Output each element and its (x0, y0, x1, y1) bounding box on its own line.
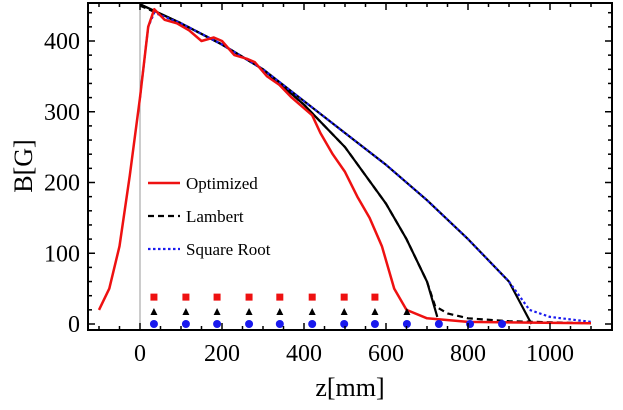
marker-circle (275, 320, 284, 328)
marker-circle (213, 320, 222, 328)
marker-circle (402, 320, 411, 328)
y-tick-label: 0 (68, 312, 80, 338)
y-axis-label: B[G] (9, 139, 38, 192)
legend-label-lambert: Lambert (186, 207, 244, 226)
marker-square (371, 293, 379, 301)
x-tick-label: 400 (286, 341, 322, 367)
marker-circle (340, 320, 349, 328)
marker-triangle (371, 307, 379, 315)
marker-square (150, 293, 158, 301)
x-tick-label: 600 (368, 341, 404, 367)
marker-triangle (150, 307, 158, 315)
legend-label-square-root: Square Root (186, 240, 271, 259)
series-line-lambert (139, 4, 592, 325)
series-line-target-4 (139, 3, 533, 325)
marker-square (213, 293, 221, 301)
x-tick-label: 0 (134, 341, 146, 367)
plot-frame (87, 2, 613, 331)
marker-circle (370, 320, 379, 328)
marker-circle (434, 320, 443, 328)
marker-triangle (308, 307, 316, 315)
marker-triangle (276, 307, 284, 315)
x-axis-label: z[mm] (315, 373, 384, 402)
y-tick-label: 100 (44, 241, 80, 267)
marker-circle (181, 320, 190, 328)
x-tick-label: 800 (450, 341, 486, 367)
series-line-optimized (97, 7, 592, 325)
marker-circle (498, 320, 507, 328)
marker-triangle (182, 307, 190, 315)
marker-square (182, 293, 190, 301)
legend-label-optimized: Optimized (186, 174, 258, 193)
marker-triangle (340, 307, 348, 315)
marker-square (308, 293, 316, 301)
x-tick-label: 1000 (526, 341, 574, 367)
marker-circle (149, 320, 158, 328)
marker-triangle (403, 307, 411, 315)
marker-triangle (213, 307, 221, 315)
marker-circle (245, 320, 254, 328)
marker-square (245, 293, 253, 301)
y-tick-label: 400 (44, 29, 80, 55)
marker-square (276, 293, 284, 301)
x-tick-label: 200 (204, 341, 240, 367)
marker-triangle (245, 307, 253, 315)
y-tick-label: 300 (44, 100, 80, 126)
marker-square (340, 293, 348, 301)
marker-circle (308, 320, 317, 328)
axis-ticks: 0 200 400 600 800 1000 0 100 200 300 400 (44, 3, 612, 367)
plot-area (97, 3, 592, 330)
legend: Optimized Lambert Square Root (148, 174, 271, 259)
series-line-square-root (138, 11, 592, 323)
y-tick-label: 200 (44, 171, 80, 197)
series-line-target-3 (139, 3, 439, 318)
